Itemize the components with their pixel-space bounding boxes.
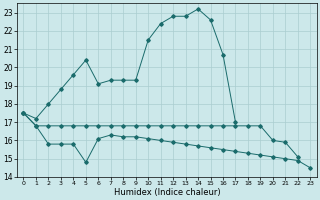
X-axis label: Humidex (Indice chaleur): Humidex (Indice chaleur) xyxy=(114,188,220,197)
